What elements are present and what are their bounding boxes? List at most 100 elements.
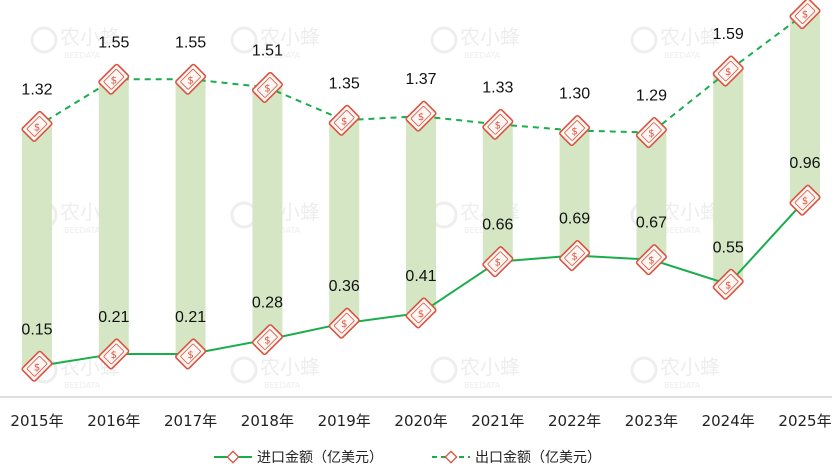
x-tick-label: 2018年	[241, 412, 294, 430]
export-point: $	[635, 117, 667, 149]
range-bar	[559, 130, 590, 256]
watermark-text: 农小蜂	[60, 25, 120, 49]
range-bar	[175, 79, 206, 354]
export-value-label: 1.35	[329, 75, 360, 92]
x-tick-label: 2025年	[778, 412, 831, 430]
svg-text:$: $	[264, 336, 270, 347]
watermark-bee-icon	[30, 26, 58, 54]
x-tick-label: 2015年	[10, 412, 63, 430]
series-markers: $ $ $ $ $ $ $ $ $ $ $ $ $ $ $ $ $ $ $ $ $ $	[21, 0, 821, 382]
svg-text:$: $	[495, 120, 501, 131]
watermark-text: 农小蜂	[660, 200, 720, 224]
watermark-subtext: BEEDATA	[664, 51, 701, 60]
svg-text:$: $	[802, 196, 808, 207]
x-tick-label: 2019年	[318, 412, 371, 430]
data-labels: 0.15 1.32 0.21 1.55 0.21 1.55 0.28 1.51 0.36 1.35…	[21, 26, 820, 338]
svg-text:$: $	[725, 280, 731, 291]
export-point: $	[251, 71, 283, 103]
watermark-bee-icon	[430, 26, 458, 54]
watermark-text: 农小蜂	[660, 355, 720, 379]
svg-text:$: $	[341, 319, 347, 330]
export-point: $	[21, 110, 53, 142]
x-axis-ticks: 2015年 2016年 2017年 2018年 2019年 2020年 2021年 2022年…	[10, 412, 831, 430]
export-value-label: 1.55	[98, 34, 129, 51]
import-value-label: 0.28	[252, 295, 283, 312]
legend-import-marker	[226, 450, 240, 464]
import-value-label: 0.69	[559, 211, 590, 228]
watermark: 农小蜂 BEEDATA	[230, 25, 320, 60]
export-point: $	[789, 0, 821, 30]
legend: 进口金额（亿美元） 出口金额（亿美元）	[214, 450, 601, 466]
legend-item-export: 出口金额（亿美元）	[432, 450, 601, 466]
watermark-text: 农小蜂	[460, 355, 520, 379]
x-tick-label: 2016年	[87, 412, 140, 430]
import-point: $	[251, 324, 283, 356]
import-point: $	[789, 184, 821, 216]
import-value-label: 0.21	[175, 309, 206, 326]
watermark: 农小蜂 BEEDATA	[30, 25, 120, 60]
x-tick-label: 2023年	[625, 412, 678, 430]
range-bar	[252, 87, 283, 340]
svg-text:$: $	[418, 309, 424, 320]
import-point: $	[712, 268, 744, 300]
svg-text:$: $	[187, 75, 193, 86]
watermark: 农小蜂 BEEDATA	[430, 355, 520, 390]
import-value-label: 0.15	[21, 321, 52, 338]
watermark-subtext: BEEDATA	[64, 51, 101, 60]
svg-text:$: $	[34, 122, 40, 133]
svg-text:$: $	[648, 129, 654, 140]
watermark: 农小蜂 BEEDATA	[630, 25, 720, 60]
svg-text:$: $	[495, 258, 501, 269]
watermark-text: 农小蜂	[260, 355, 320, 379]
range-bars	[22, 13, 820, 367]
export-value-label: 1.30	[559, 86, 590, 103]
range-bar	[329, 120, 360, 324]
export-value-label: 1.59	[713, 26, 744, 43]
svg-text:$: $	[111, 350, 117, 361]
export-point: $	[98, 63, 130, 95]
import-value-label: 0.21	[98, 309, 129, 326]
svg-text:$: $	[725, 67, 731, 78]
import-value-label: 0.41	[405, 268, 436, 285]
export-point: $	[712, 55, 744, 87]
import-point: $	[405, 297, 437, 329]
watermark-text: 农小蜂	[660, 25, 720, 49]
legend-import-label: 进口金额（亿美元）	[257, 450, 383, 466]
range-bar	[22, 126, 52, 367]
legend-item-import: 进口金额（亿美元）	[214, 450, 383, 466]
watermark-bee-icon	[630, 356, 658, 384]
export-point: $	[328, 104, 360, 136]
export-value-label: 1.55	[175, 34, 206, 51]
import-point: $	[21, 350, 53, 382]
watermark-subtext: BEEDATA	[264, 51, 301, 60]
watermark-subtext: BEEDATA	[464, 226, 501, 235]
x-tick-label: 2020年	[394, 412, 447, 430]
import-value-label: 0.67	[636, 215, 667, 232]
import-point: $	[328, 307, 360, 339]
watermark: 农小蜂 BEEDATA	[430, 25, 520, 60]
x-tick-label: 2024年	[702, 412, 755, 430]
import-point: $	[482, 246, 514, 278]
range-bar	[406, 116, 436, 313]
watermark-subtext: BEEDATA	[64, 226, 101, 235]
svg-text:$: $	[571, 252, 577, 263]
watermark-subtext: BEEDATA	[464, 381, 501, 390]
watermark-bee-icon	[230, 356, 258, 384]
watermark-bee-icon	[230, 26, 258, 54]
legend-export-marker	[444, 450, 458, 464]
svg-text:$: $	[648, 256, 654, 267]
svg-text:$: $	[418, 112, 424, 123]
watermark: 农小蜂 BEEDATA	[630, 355, 720, 390]
svg-text:$: $	[264, 83, 270, 94]
svg-text:$: $	[571, 127, 577, 138]
svg-text:$: $	[111, 75, 117, 86]
watermark-subtext: BEEDATA	[264, 381, 301, 390]
import-value-label: 0.55	[713, 239, 744, 256]
x-tick-label: 2022年	[548, 412, 601, 430]
watermark-subtext: BEEDATA	[64, 381, 101, 390]
watermark-bee-icon	[430, 356, 458, 384]
svg-text:$: $	[34, 362, 40, 373]
export-point: $	[405, 100, 437, 132]
export-point: $	[175, 63, 207, 95]
